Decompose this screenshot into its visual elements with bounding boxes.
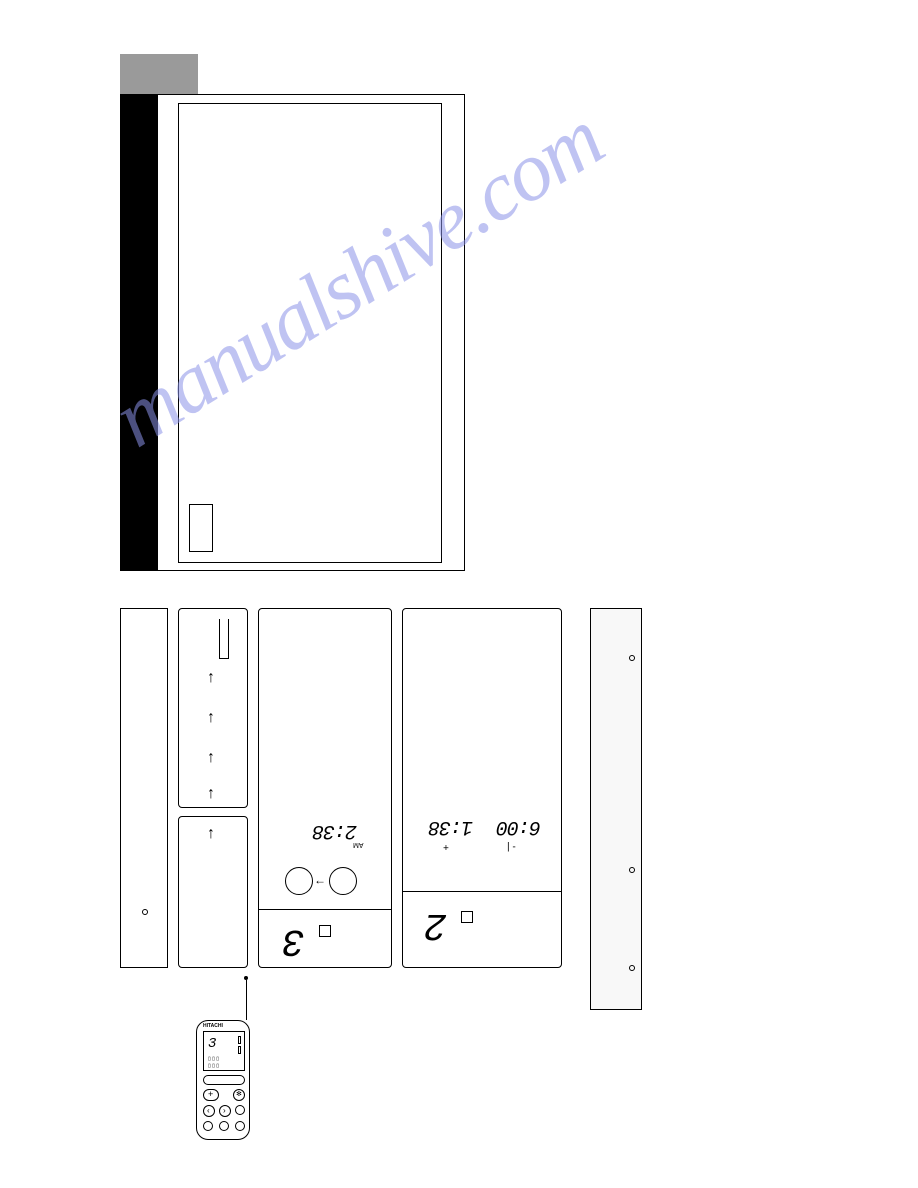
column-thin-left xyxy=(120,608,168,968)
column-arrows: ↑ ↑ ↑ ↑ ↑ xyxy=(178,608,248,968)
left-icon: ‹ xyxy=(207,1106,210,1115)
inner-frame xyxy=(178,103,442,563)
remote-small-button[interactable] xyxy=(235,1105,245,1115)
remote-button[interactable]: + xyxy=(203,1089,219,1101)
minus-indicator: - | xyxy=(507,841,516,852)
remote-small-button[interactable] xyxy=(203,1121,213,1131)
lcd-panel-2: 1:38 6:00 + - | 2 xyxy=(402,608,562,968)
divider xyxy=(259,909,391,910)
divider xyxy=(403,891,561,892)
am-label: AM xyxy=(353,841,364,848)
black-side-bar xyxy=(120,95,158,570)
bar-icon xyxy=(238,1036,241,1044)
indicator-dot xyxy=(629,867,635,873)
column-narrow-right xyxy=(590,608,642,1010)
remote-row: ▯ ▯ ▯ xyxy=(208,1063,219,1069)
plus-indicator: + xyxy=(443,841,449,852)
arrows-top-box: ↑ ↑ ↑ ↑ xyxy=(178,608,248,808)
remote-circle-button[interactable]: ✻ xyxy=(233,1089,245,1101)
remote-screen: 3 ▯ ▯ ▯ ▯ ▯ ▯ xyxy=(203,1031,245,1071)
remote-circle-button[interactable]: › xyxy=(219,1105,231,1117)
mode-box-icon xyxy=(319,925,331,937)
lcd-time-top: 1:38 xyxy=(429,815,473,838)
remote-small-button[interactable] xyxy=(235,1121,245,1131)
up-arrow-icon: ↑ xyxy=(207,785,215,803)
up-arrow-icon: ↑ xyxy=(207,709,215,727)
up-arrow-icon: ↑ xyxy=(207,825,215,843)
right-icon: › xyxy=(223,1106,226,1115)
up-arrow-icon: ↑ xyxy=(207,749,215,767)
mode-box-icon xyxy=(461,911,473,923)
lcd-big-digit: 3 xyxy=(283,919,305,962)
indicator-dot xyxy=(629,655,635,661)
up-arrow-icon: ↑ xyxy=(207,669,215,687)
plus-icon: + xyxy=(208,1089,213,1099)
fan-icon: ✻ xyxy=(236,1090,242,1098)
lcd-time-bot: 6:00 xyxy=(497,815,541,838)
slot-shape xyxy=(219,619,229,659)
button-circle[interactable] xyxy=(285,867,313,895)
remote-control: HITACHI 3 ▯ ▯ ▯ ▯ ▯ ▯ + ✻ ‹ › xyxy=(196,1020,250,1140)
remote-circle-button[interactable]: ‹ xyxy=(203,1105,215,1117)
lcd-panel-1: 2:38 AM ← 3 xyxy=(258,608,392,968)
left-arrow-icon: ← xyxy=(314,873,326,887)
lcd-big-digit: 2 xyxy=(425,903,447,946)
remote-oval-button[interactable] xyxy=(203,1075,245,1085)
small-control-box xyxy=(189,504,213,552)
arrows-bottom-box: ↑ xyxy=(178,816,248,968)
indicator-dot xyxy=(142,909,148,915)
indicator-dot xyxy=(629,965,635,971)
bar-icon xyxy=(238,1046,241,1054)
remote-row: ▯ ▯ ▯ xyxy=(208,1056,219,1062)
remote-brand: HITACHI xyxy=(203,1023,223,1029)
remote-digit: 3 xyxy=(208,1036,215,1052)
lcd-time: 2:38 xyxy=(313,819,357,842)
remote-small-button[interactable] xyxy=(219,1121,229,1131)
signal-line xyxy=(246,980,247,1020)
main-diagram-panel xyxy=(120,94,465,571)
button-circle[interactable] xyxy=(329,867,357,895)
page-number-tab xyxy=(120,54,198,94)
